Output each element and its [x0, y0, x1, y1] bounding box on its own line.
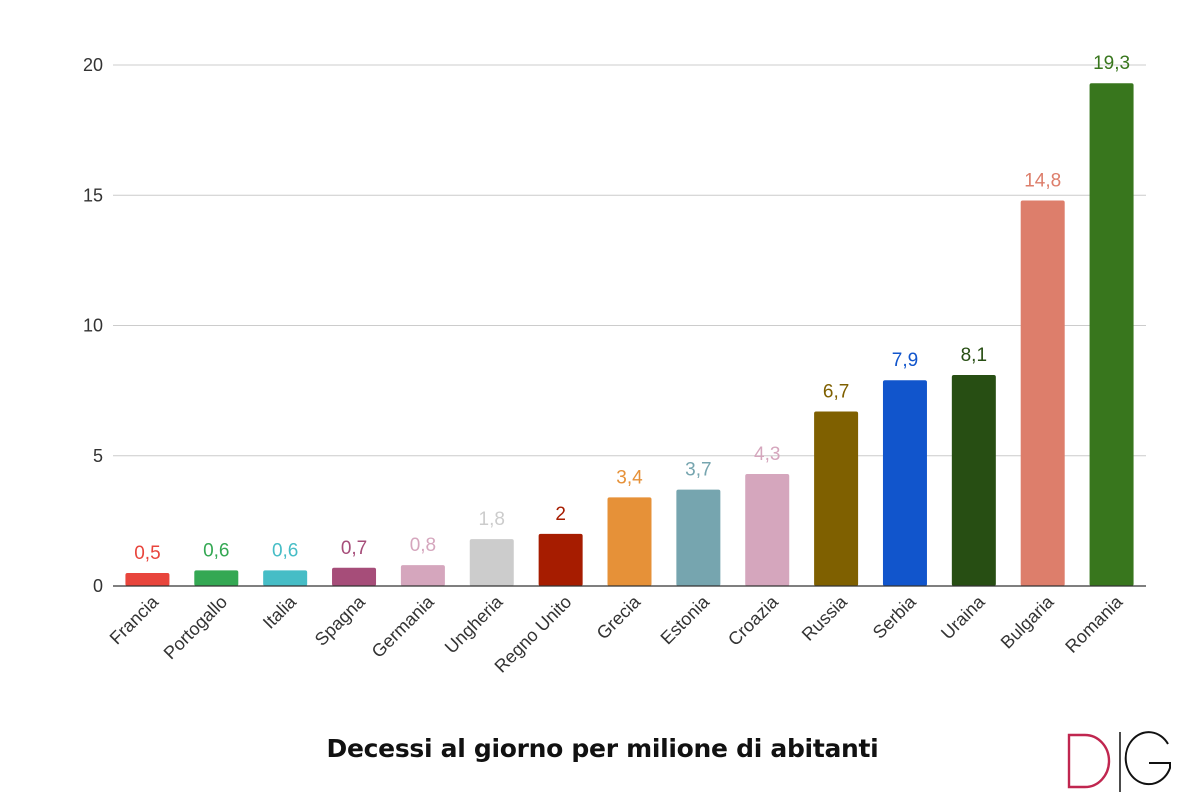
dg-logo: [1067, 731, 1171, 792]
bar: [607, 497, 652, 586]
bar: [400, 565, 445, 586]
bar: [538, 533, 583, 586]
x-tick-label: Francia: [106, 591, 163, 648]
bar: [745, 473, 790, 586]
data-label: 0,6: [203, 540, 229, 561]
y-tick-label: 15: [83, 185, 103, 205]
x-tick-label: Ungheria: [441, 591, 507, 657]
data-label: 4,3: [754, 444, 780, 465]
x-tick-label: Uraina: [937, 591, 989, 643]
data-label: 7,9: [892, 350, 918, 371]
bar: [882, 380, 927, 586]
bar-chart: 0 5 10 15 20 0,5 Francia 0,6 Portogallo 0,6 Italia…: [83, 53, 1146, 677]
y-tick-label: 10: [83, 316, 103, 336]
data-label: 2: [555, 504, 566, 525]
x-tick-label: Grecia: [593, 591, 645, 643]
data-label: 3,7: [685, 460, 711, 481]
x-tick-label: Estonia: [657, 591, 714, 648]
data-label: 0,7: [341, 538, 367, 559]
data-label: 3,4: [616, 467, 643, 488]
data-label: 0,8: [410, 535, 436, 556]
x-tick-label: Serbia: [869, 591, 921, 643]
x-tick-label: Russia: [798, 591, 852, 645]
data-label: 19,3: [1093, 53, 1130, 74]
data-label: 1,8: [479, 509, 505, 530]
bar: [194, 570, 239, 586]
bar: [1089, 83, 1134, 587]
bar: [469, 539, 514, 586]
x-tick-label: Germania: [368, 591, 439, 662]
chart-title: Decessi al giorno per milione di abitant…: [326, 734, 879, 763]
bar: [263, 570, 308, 586]
x-tick-label: Bulgaria: [997, 591, 1059, 653]
data-label: 0,5: [134, 543, 160, 564]
bar: [951, 374, 996, 586]
y-tick-label: 0: [93, 576, 103, 596]
y-tick-label: 20: [83, 55, 103, 75]
y-tick-label: 5: [93, 446, 103, 466]
x-tick-label: Spagna: [311, 591, 370, 650]
x-tick-label: Croazia: [724, 591, 783, 650]
x-tick-label: Portogallo: [160, 592, 231, 663]
bar: [332, 567, 377, 586]
bar: [125, 572, 170, 586]
data-label: 0,6: [272, 540, 298, 561]
bar: [1020, 200, 1065, 586]
x-tick-label: Italia: [259, 591, 301, 633]
data-label: 8,1: [961, 345, 987, 366]
data-label: 6,7: [823, 381, 849, 402]
bar: [814, 411, 859, 586]
data-label: 14,8: [1024, 170, 1061, 191]
x-tick-label: Romania: [1061, 591, 1127, 657]
bar: [676, 489, 721, 586]
